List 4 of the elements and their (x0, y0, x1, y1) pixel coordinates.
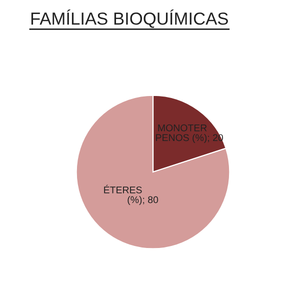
data-label: ; 80 (143, 196, 158, 204)
slice-label: MONOTER PENOS (%) (156, 124, 207, 144)
chart-title: FAMÍLIAS BIOQUÍMICAS (31, 10, 228, 28)
slice-label: ÉTERES (%) (104, 184, 142, 206)
